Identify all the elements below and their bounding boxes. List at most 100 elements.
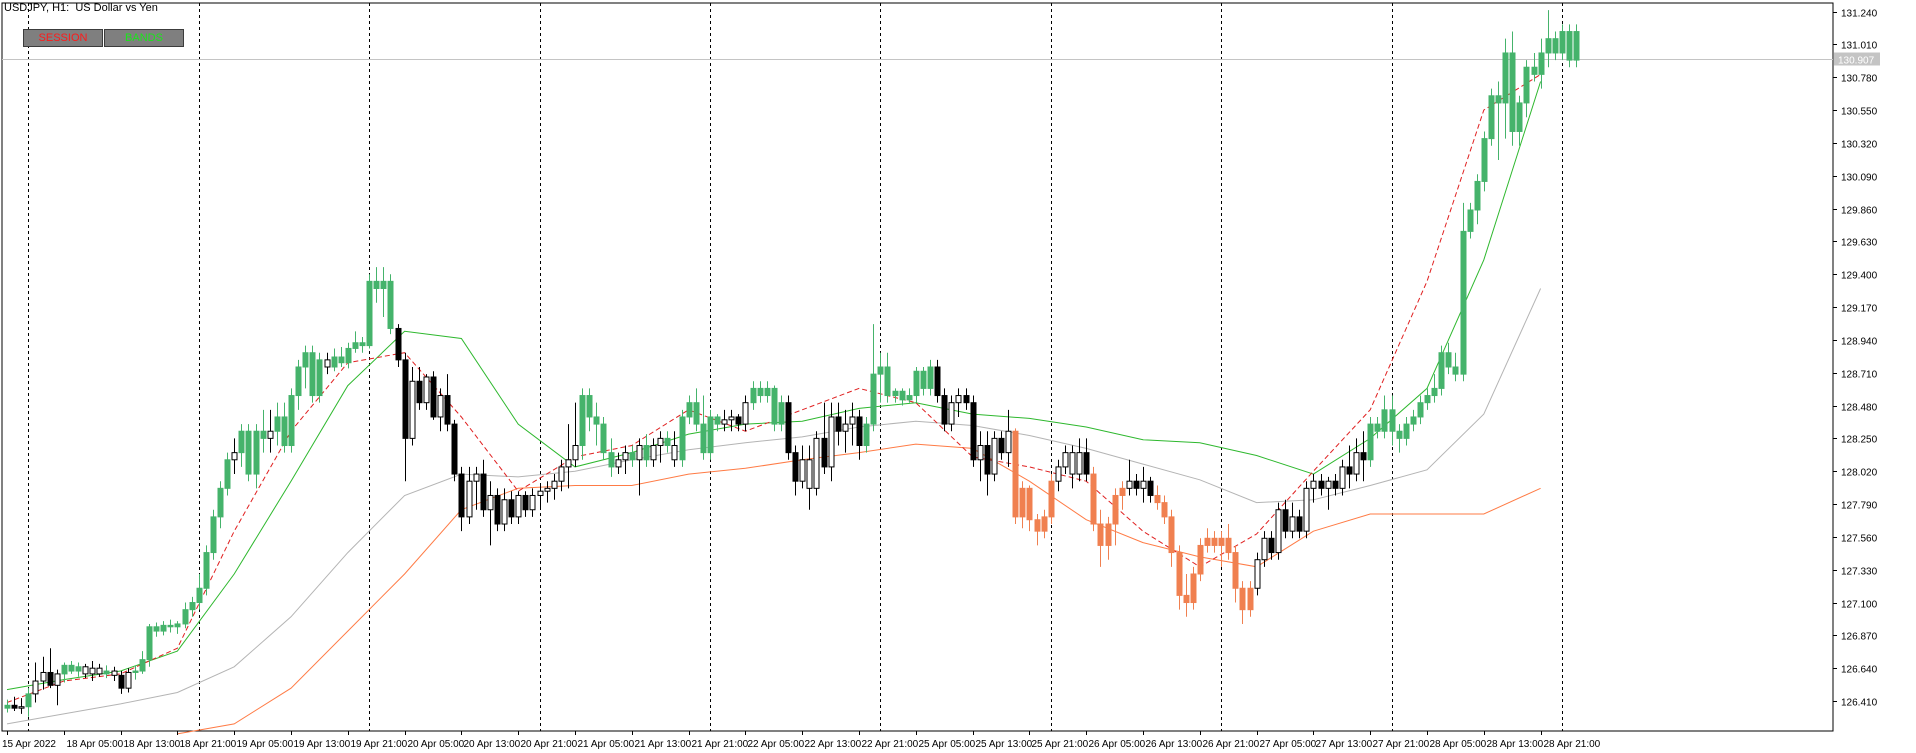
candle-body — [1119, 487, 1126, 496]
candle-body — [302, 352, 309, 368]
candle-body — [125, 671, 132, 689]
candle-body — [416, 380, 423, 404]
candle-body — [593, 416, 600, 425]
candle-body — [160, 624, 167, 632]
candle-body — [274, 416, 281, 432]
bands-button[interactable]: BANDS — [104, 29, 184, 47]
candle-body — [245, 430, 252, 475]
x-tick-label: 20 Apr 05:00 — [408, 739, 465, 750]
candle-body — [359, 342, 366, 347]
y-tick-label: 128.710 — [1841, 370, 1878, 381]
candle-body — [1105, 523, 1112, 546]
chart-title: USDJPY, H1: US Dollar vs Yen — [4, 2, 158, 14]
x-tick-label: 25 Apr 21:00 — [1032, 739, 1089, 750]
candle-body — [1161, 502, 1168, 518]
candle-body — [835, 416, 842, 432]
candle-body — [1381, 409, 1388, 432]
candle-body — [267, 430, 274, 439]
candle-body — [1147, 480, 1154, 496]
candle-body — [387, 280, 394, 329]
candle-body — [537, 490, 544, 496]
candle-body — [991, 437, 998, 475]
candle-body — [1069, 452, 1076, 475]
candle-body — [728, 416, 735, 421]
candle-body — [1005, 430, 1012, 454]
candle-body — [565, 459, 572, 468]
y-tick-label: 130.320 — [1841, 140, 1878, 151]
candle-body — [295, 366, 302, 397]
candle-body — [792, 452, 799, 482]
candle-body — [1034, 519, 1041, 532]
y-tick-label: 127.790 — [1841, 501, 1878, 512]
y-tick-label: 131.240 — [1841, 9, 1878, 20]
candle-body — [18, 706, 25, 709]
candle-body — [1126, 480, 1133, 489]
x-tick-label: 27 Apr 05:00 — [1260, 739, 1317, 750]
candle-body — [89, 667, 96, 675]
x-tick-label: 27 Apr 21:00 — [1373, 739, 1430, 750]
candle-body — [636, 445, 643, 461]
candle-body — [1509, 52, 1516, 132]
candle-body — [132, 670, 139, 673]
current-price-tag — [1834, 52, 1880, 66]
candle-body — [664, 437, 671, 447]
candle-body — [1559, 31, 1566, 54]
candle-body — [778, 402, 785, 425]
candle-body — [1353, 452, 1360, 475]
candle-body — [856, 416, 863, 447]
y-tick-label: 130.550 — [1841, 107, 1878, 118]
y-tick-label: 126.870 — [1841, 632, 1878, 643]
candle-body — [1516, 102, 1523, 132]
y-tick-label: 129.170 — [1841, 304, 1878, 315]
candle-body — [650, 445, 657, 461]
candle-body — [1041, 516, 1048, 532]
candle-body — [1261, 537, 1268, 561]
candle-body — [217, 487, 224, 518]
candle-body — [892, 390, 899, 397]
candle-body — [167, 624, 174, 628]
candle-body — [196, 587, 203, 604]
candle-body — [352, 342, 359, 349]
x-tick-label: 27 Apr 13:00 — [1316, 739, 1373, 750]
candle-body — [25, 693, 32, 708]
candle-body — [1154, 494, 1161, 504]
candle-body — [494, 494, 501, 525]
candle-body — [686, 402, 693, 418]
candle-body — [324, 359, 331, 368]
candle-body — [849, 416, 856, 425]
candle-body — [600, 423, 607, 454]
candle-body — [1062, 452, 1069, 468]
y-tick-label: 130.780 — [1841, 74, 1878, 85]
candle-body — [1232, 552, 1239, 589]
x-tick-label: 19 Apr 13:00 — [294, 739, 351, 750]
candle-body — [61, 664, 68, 675]
candle-body — [643, 445, 650, 461]
x-tick-label: 22 Apr 05:00 — [748, 739, 805, 750]
band-line-band_green — [6, 81, 1542, 691]
candle-body — [1090, 473, 1097, 525]
candle-body — [203, 552, 210, 589]
y-tick-label: 128.020 — [1841, 468, 1878, 479]
candle-body — [1410, 416, 1417, 425]
candle-body — [316, 359, 323, 397]
candle-body — [1218, 537, 1225, 546]
candle-body — [1289, 516, 1296, 532]
session-button[interactable]: SESSION — [23, 29, 103, 47]
candle-body — [1076, 452, 1083, 475]
candle-body — [153, 626, 160, 632]
candle-body — [345, 347, 352, 364]
candle-body — [870, 373, 877, 425]
x-tick-label: 26 Apr 13:00 — [1146, 739, 1203, 750]
candle-body — [586, 395, 593, 418]
candle-body — [1438, 352, 1445, 389]
candle-body — [884, 366, 891, 397]
x-tick-label: 18 Apr 13:00 — [124, 739, 181, 750]
candle-body — [1176, 552, 1183, 596]
candle-body — [1424, 395, 1431, 404]
candle-body — [54, 673, 61, 686]
x-tick-label: 20 Apr 21:00 — [521, 739, 578, 750]
candle-body — [608, 452, 615, 468]
candle-body — [466, 480, 473, 518]
